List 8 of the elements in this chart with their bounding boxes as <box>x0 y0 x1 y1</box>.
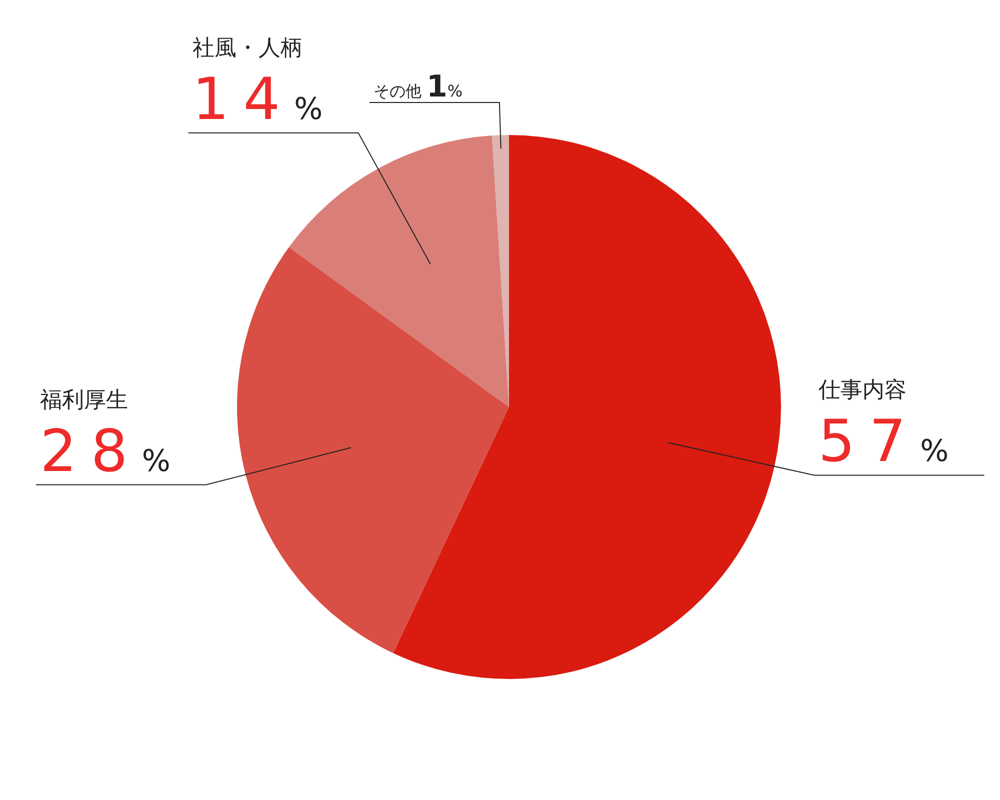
data-label: 57% <box>818 407 949 476</box>
data-label: 28% <box>40 416 170 485</box>
slice-label: 福利厚生 <box>40 388 128 413</box>
data-label: 1% <box>426 70 463 105</box>
slice-label: その他 <box>373 82 422 101</box>
slice-label: 社風・人柄 <box>192 36 302 61</box>
slice-label: 仕事内容 <box>817 378 906 404</box>
data-label: 14% <box>192 64 323 133</box>
